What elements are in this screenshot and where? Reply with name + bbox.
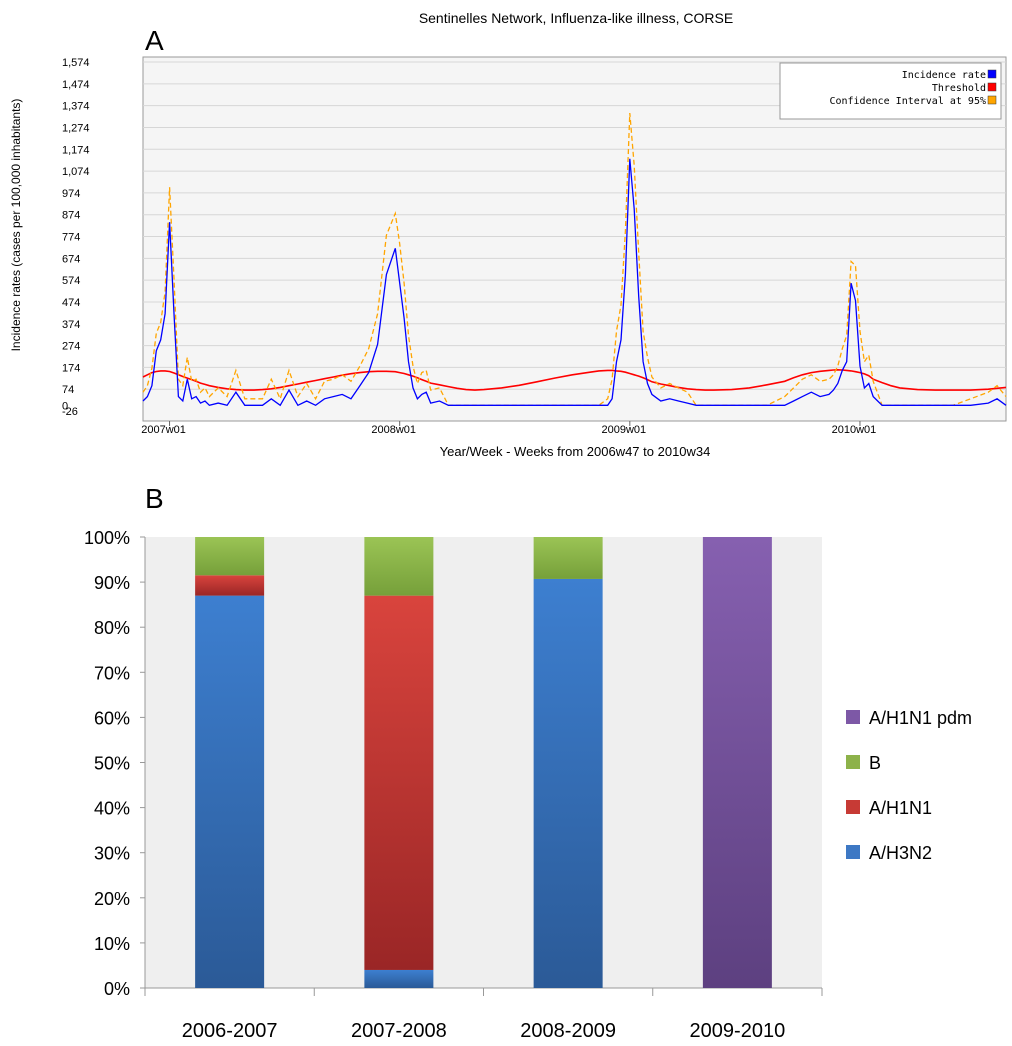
chart-a-y-tick-label: 474 <box>62 297 80 309</box>
chart-a-title: Sentinelles Network, Influenza-like illn… <box>419 10 733 26</box>
chart-b-bar-a-h3n2 <box>195 596 264 988</box>
panel-a: A Sentinelles Network, Influenza-like il… <box>9 10 1006 459</box>
chart-b-legend-swatch <box>846 845 860 859</box>
chart-b-bar-a-h3n2 <box>364 970 433 988</box>
chart-a-x-tick-label: 2009w01 <box>601 424 646 436</box>
chart-a-x-tick-label: 2008w01 <box>371 424 416 436</box>
chart-a-y-tick-label: 174 <box>62 362 80 374</box>
chart-b-y-tick-label: 100% <box>84 528 130 548</box>
chart-a-y-tick-label: 774 <box>62 232 80 244</box>
panel-a-letter: A <box>145 25 164 56</box>
chart-a-x-tick-label: 2010w01 <box>832 424 877 436</box>
chart-b-bar-a-h3n2 <box>534 579 603 988</box>
chart-b-x-tick-label: 2008-2009 <box>520 1020 616 1042</box>
chart-a-legend: Incidence rate Threshold Confidence Interv… <box>780 63 1001 119</box>
chart-b-x-tick-label: 2007-2008 <box>351 1020 447 1042</box>
chart-a-x-axis-label: Year/Week - Weeks from 2006w47 to 2010w3… <box>440 444 711 459</box>
panel-b-letter: B <box>145 483 164 514</box>
chart-a-legend-swatch <box>988 83 996 91</box>
chart-b-bar-a-h1n1 <box>195 575 264 595</box>
chart-a-y-tick-label: 1,474 <box>62 79 90 91</box>
chart-a-y-ticks: 1,574 1,474 1,374 1,274 1,174 1,074 974 874 774 6… <box>62 57 90 418</box>
chart-b-y-tick-label: 20% <box>94 889 130 909</box>
chart-a-legend-swatch <box>988 70 996 78</box>
chart-a-y-tick-label: 1,074 <box>62 166 90 178</box>
chart-b-x-tick-label: 2006-2007 <box>182 1020 278 1042</box>
chart-a-legend-label: Incidence rate <box>902 70 986 81</box>
chart-b-legend-label: A/H1N1 <box>869 798 932 818</box>
chart-b-bar-b <box>364 537 433 596</box>
chart-b-x-tick-label: 2009-2010 <box>690 1020 786 1042</box>
chart-b-y-tick-label: 60% <box>94 708 130 728</box>
chart-b-y-ticks: 100% 90% 80% 70% 60% 50% 40% 30% 20% 10% 0% <box>84 528 145 999</box>
chart-b-y-tick-label: 50% <box>94 754 130 774</box>
chart-a-legend-swatch <box>988 96 996 104</box>
chart-b-y-tick-label: 0% <box>104 979 130 999</box>
chart-a-y-tick-label: 974 <box>62 188 80 200</box>
chart-a-legend-label: Threshold <box>932 83 986 94</box>
chart-b-legend: A/H1N1 pdm B A/H1N1 A/H3N2 <box>846 708 972 863</box>
chart-a-y-tick-label: 374 <box>62 319 80 331</box>
chart-a-y-tick-label: 1,574 <box>62 57 90 69</box>
chart-b-y-tick-label: 40% <box>94 799 130 819</box>
chart-a-y-tick-label: 274 <box>62 341 80 353</box>
chart-b-x-ticks: 2006-2007 2007-2008 2008-2009 2009-2010 <box>182 988 822 1042</box>
chart-a-y-tick-label: 574 <box>62 275 80 287</box>
chart-a-y-tick-label: 674 <box>62 253 80 265</box>
chart-a-y-tick-label: 1,374 <box>62 101 90 113</box>
chart-a-legend-label: Confidence Interval at 95% <box>829 96 986 107</box>
chart-a-y-tick-label: -26 <box>62 406 78 418</box>
chart-a-x-tick-label: 2007w01 <box>141 424 186 436</box>
chart-b-y-tick-label: 80% <box>94 618 130 638</box>
chart-b-legend-swatch <box>846 800 860 814</box>
chart-b-y-tick-label: 90% <box>94 573 130 593</box>
chart-b-legend-label: B <box>869 753 881 773</box>
chart-a-y-tick-label: 874 <box>62 210 80 222</box>
chart-b-y-tick-label: 70% <box>94 663 130 683</box>
chart-a-y-tick-label: 74 <box>62 384 74 396</box>
chart-a-x-ticks: 2007w01 2008w01 2009w01 2010w01 <box>141 421 876 436</box>
chart-b-legend-swatch <box>846 755 860 769</box>
chart-b-legend-swatch <box>846 710 860 724</box>
chart-b-y-tick-label: 10% <box>94 934 130 954</box>
chart-b-bar-a-h1n1-pdm <box>703 537 772 988</box>
chart-b-legend-label: A/H1N1 pdm <box>869 708 972 728</box>
chart-a-y-tick-label: 1,174 <box>62 144 90 156</box>
chart-b-bar-b <box>534 537 603 579</box>
panel-b: B 100% 90% 80% 70% 60% 50% 40% 30% 20% 10% 0% 2006… <box>84 483 972 1042</box>
chart-a-y-tick-label: 1,274 <box>62 122 90 134</box>
chart-b-bar-b <box>195 537 264 575</box>
chart-b-y-tick-label: 30% <box>94 844 130 864</box>
chart-a-y-axis-label: Incidence rates (cases per 100,000 inhab… <box>9 99 23 352</box>
chart-b-legend-label: A/H3N2 <box>869 843 932 863</box>
chart-b-bar-a-h1n1 <box>364 596 433 970</box>
